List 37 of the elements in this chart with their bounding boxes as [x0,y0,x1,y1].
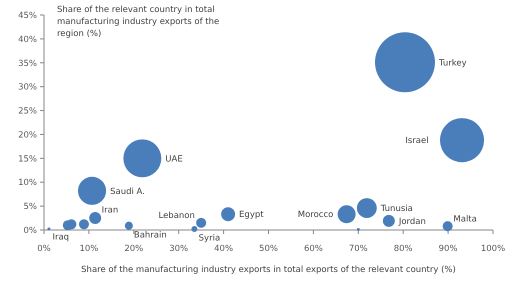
annotation: Malta [453,214,477,224]
x-tick-label: 70% [348,244,368,254]
y-axis-title: Share of the relevant country in total manufacturing industry exports of the region (%) [57,5,220,39]
annotation: Egypt [239,210,264,220]
x-tick-label: 40% [214,244,234,254]
text: Syria [198,233,220,244]
text: Bahrain [134,230,167,241]
y-tick-label: 20% [18,130,37,140]
y-tick-label: 0% [24,226,37,236]
x-tick-label: 30% [169,244,188,254]
y-tick-label: 10% [18,178,37,188]
x-tick-label: 90% [438,244,458,254]
annotation: Israel [405,136,429,146]
annotation: Morocco [298,210,334,220]
annotation: Tunusia [380,204,413,214]
x-tick-label: 0% [37,244,51,254]
y-tick-label: 40% [18,34,37,45]
y-tick-label: 30% [18,82,37,93]
y-tick-label: 15% [18,154,37,164]
y-tick-label: 25% [18,106,37,117]
x-tick-label: 80% [394,244,413,254]
y-tick-label: 5% [24,202,37,212]
x-tick-label: 100% [480,244,506,254]
annotation: Lebanon [158,211,195,222]
y-tick-label: 35% [18,58,37,69]
annotation: Saudi A. [110,186,145,197]
x-axis-title: Share of the manufacturing industry exports in total exports of the relevant country (%) [81,265,456,275]
text: Iraq [52,232,70,243]
annotation: Iran [102,206,118,216]
annotation: Turkey [438,58,467,68]
x-tick-label: 60% [304,244,323,254]
y-tick-label: 45% [18,11,37,21]
annotation: Jordan [398,216,426,227]
x-tick-label: 20% [124,244,144,254]
x-tick-label: 50% [259,244,278,254]
x-tick-label: 10% [79,244,98,254]
annotation: UAE [165,154,183,164]
